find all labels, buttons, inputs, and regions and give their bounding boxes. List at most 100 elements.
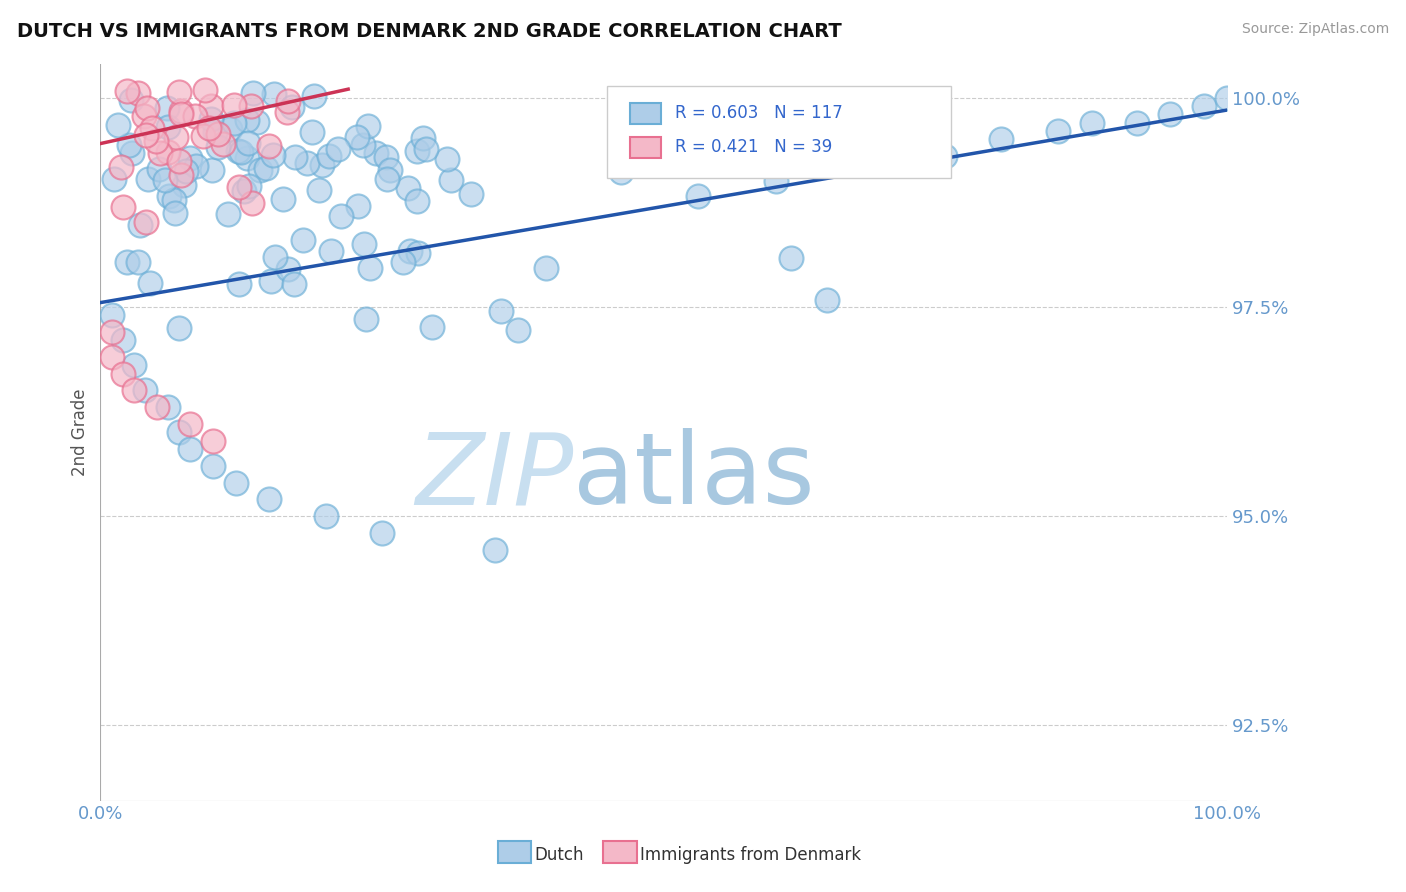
Point (201, 434, 224, 448)
Point (484, 542, 506, 557)
Point (359, 260, 381, 275)
Point (156, 101, 179, 115)
Point (688, 189, 710, 203)
Text: Dutch: Dutch (534, 846, 583, 863)
Point (257, 139, 280, 153)
Point (184, 109, 207, 123)
Point (277, 95, 299, 109)
Text: R = 0.421   N = 39: R = 0.421 N = 39 (675, 138, 832, 156)
Point (167, 425, 190, 440)
Point (264, 250, 287, 264)
Point (371, 525, 394, 540)
Point (225, 475, 247, 490)
Point (412, 131, 434, 145)
Point (765, 174, 787, 188)
Point (240, 99, 263, 113)
Point (318, 149, 340, 163)
Point (460, 186, 482, 201)
Point (375, 150, 398, 164)
Point (281, 100, 304, 114)
Point (506, 323, 529, 337)
Point (263, 87, 285, 102)
Point (226, 144, 249, 158)
Point (217, 207, 239, 221)
Point (277, 261, 299, 276)
Point (115, 84, 138, 98)
Text: DUTCH VS IMMIGRANTS FROM DENMARK 2ND GRADE CORRELATION CHART: DUTCH VS IMMIGRANTS FROM DENMARK 2ND GRA… (17, 22, 842, 41)
Point (291, 233, 314, 247)
Bar (630, 137, 661, 158)
Point (242, 87, 264, 101)
FancyBboxPatch shape (607, 87, 950, 178)
Point (194, 83, 217, 97)
Point (315, 509, 337, 524)
Point (787, 149, 810, 163)
Point (405, 145, 427, 159)
Point (163, 193, 186, 207)
Point (354, 312, 377, 326)
Point (121, 146, 143, 161)
Point (380, 162, 402, 177)
Point (236, 151, 259, 165)
Point (353, 237, 375, 252)
Y-axis label: 2nd Grade: 2nd Grade (72, 389, 89, 476)
Point (112, 200, 135, 214)
Text: R = 0.603   N = 117: R = 0.603 N = 117 (675, 104, 842, 122)
Point (406, 245, 429, 260)
Point (304, 88, 326, 103)
Point (249, 163, 271, 178)
Point (219, 122, 242, 136)
Point (127, 254, 149, 268)
Point (396, 181, 419, 195)
Point (357, 120, 380, 134)
Point (877, 141, 900, 155)
Point (207, 127, 229, 141)
Point (100, 308, 122, 322)
Point (1080, 115, 1102, 129)
Point (308, 183, 330, 197)
Point (111, 367, 134, 381)
Point (157, 188, 180, 202)
Point (821, 157, 844, 171)
Point (900, 132, 922, 146)
Point (1159, 107, 1181, 121)
Point (141, 120, 163, 135)
Point (364, 145, 387, 160)
Point (422, 319, 444, 334)
Point (233, 184, 256, 198)
Point (276, 105, 298, 120)
Point (346, 129, 368, 144)
Point (262, 148, 284, 162)
Point (107, 118, 129, 132)
Point (934, 149, 956, 163)
Point (156, 120, 179, 134)
Point (128, 218, 150, 232)
Point (145, 401, 167, 415)
Point (1192, 99, 1215, 113)
Point (122, 384, 145, 398)
Point (132, 109, 155, 123)
Point (149, 146, 172, 161)
Point (1125, 115, 1147, 129)
Point (326, 143, 349, 157)
Point (155, 172, 177, 186)
Point (134, 384, 156, 398)
Point (200, 99, 222, 113)
Point (167, 320, 190, 334)
Point (238, 136, 260, 151)
Point (780, 252, 803, 266)
Text: atlas: atlas (574, 428, 815, 525)
Point (1216, 90, 1239, 104)
Point (536, 261, 558, 276)
Text: Immigrants from Denmark: Immigrants from Denmark (640, 846, 860, 863)
Point (120, 93, 142, 107)
Point (489, 303, 512, 318)
Point (179, 442, 201, 456)
Point (240, 196, 263, 211)
Point (259, 274, 281, 288)
Point (110, 160, 132, 174)
Point (201, 458, 224, 473)
Point (375, 171, 398, 186)
Point (330, 209, 353, 223)
Text: Source: ZipAtlas.com: Source: ZipAtlas.com (1241, 22, 1389, 37)
